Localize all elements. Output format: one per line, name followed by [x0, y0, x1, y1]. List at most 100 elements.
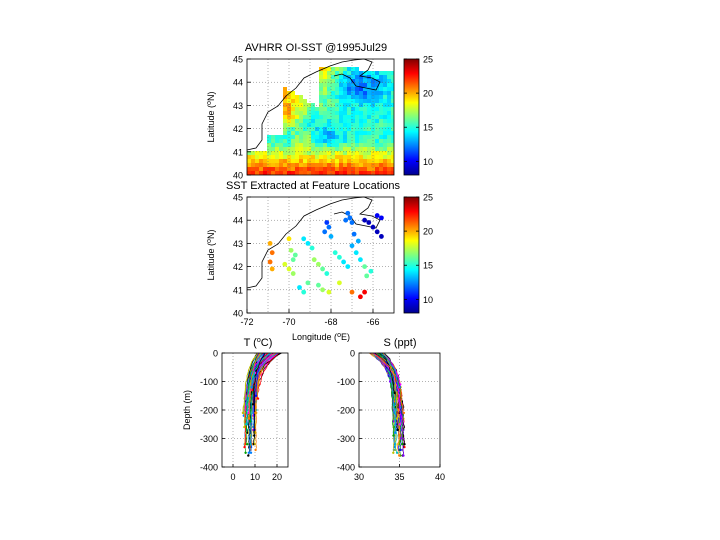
sst-cell [299, 103, 303, 107]
sst-cell [347, 131, 351, 135]
sst-cell [331, 95, 335, 99]
sst-cell [339, 99, 343, 103]
sst-cell [323, 127, 327, 131]
sst-cell [359, 171, 363, 175]
feature-point [328, 234, 334, 239]
feature-point [316, 261, 321, 267]
sst-cell [307, 143, 311, 147]
sst-cell [327, 107, 331, 111]
sst-cell [271, 155, 275, 159]
sst-cell [343, 71, 347, 75]
sst-cell [323, 163, 327, 167]
feature-point [301, 236, 307, 242]
profile-end-point [398, 386, 401, 389]
sst-cell [383, 143, 387, 147]
sst-cell [379, 95, 383, 99]
sst-cell [375, 123, 379, 127]
sst-cell [347, 79, 351, 83]
sst-cell [339, 147, 343, 151]
sst-cell [331, 79, 335, 83]
coastline [246, 58, 381, 151]
feature-point [362, 264, 367, 269]
x-tick-label: 30 [354, 472, 364, 482]
sst-cell [323, 111, 327, 115]
sst-cell [375, 91, 379, 95]
sst-cell [335, 83, 339, 87]
sst-cell [327, 127, 331, 131]
sst-cell [359, 115, 363, 119]
sst-cell [279, 143, 283, 147]
sst-cell [259, 167, 263, 171]
profile-line [252, 353, 266, 405]
sst-cell [359, 143, 363, 147]
sst-cell [331, 107, 335, 111]
sst-cell [327, 79, 331, 83]
sst-cell [307, 131, 311, 135]
sst-cell [267, 147, 271, 151]
sst-cell [351, 115, 355, 119]
sst-cell [351, 155, 355, 159]
sst-cell [391, 115, 394, 119]
sst-cell [291, 127, 295, 131]
sst-cell [275, 151, 279, 155]
sst-cell [371, 107, 375, 111]
sst-cell [287, 155, 291, 159]
sst-cell [363, 167, 367, 171]
y-tick-label: 42 [233, 262, 243, 272]
sst-cell [391, 143, 394, 147]
sst-cell [259, 163, 263, 167]
sst-cell [367, 171, 371, 175]
sst-cell [391, 139, 394, 143]
sst-cell [359, 111, 363, 115]
sst-cell [351, 139, 355, 143]
sst-cell [351, 123, 355, 127]
feature-point [362, 217, 367, 223]
sst-cell [255, 155, 259, 159]
profile-line [255, 353, 273, 451]
feature-point [322, 229, 328, 235]
sst-cell [327, 87, 331, 91]
sst-cell [299, 155, 303, 159]
temperature-xticks: 0 10 20 [230, 464, 282, 482]
sst-cell [391, 155, 394, 159]
sst-cell [379, 111, 383, 115]
sst-cell [379, 151, 383, 155]
sst-cell [319, 103, 323, 107]
sst-cell [283, 119, 287, 123]
sst-cell [343, 79, 347, 83]
sst-cell [359, 119, 363, 123]
sst-cell [391, 91, 394, 95]
sst-cell [335, 67, 339, 71]
sst-cell [319, 115, 323, 119]
sst-cell [339, 139, 343, 143]
colorbar-tick-label: 25 [423, 193, 433, 203]
sst-cell [383, 151, 387, 155]
sst-cell [251, 167, 255, 171]
sst-cell [323, 151, 327, 155]
feature-point [301, 289, 307, 295]
sst-cell [279, 135, 283, 139]
sst-cell [335, 151, 339, 155]
sst-cell [271, 171, 275, 175]
sst-cell [379, 75, 383, 79]
sst-cell [311, 127, 315, 131]
sst-cell [343, 83, 347, 87]
sst-cell [339, 83, 343, 87]
sst-cell [307, 159, 311, 163]
sst-cell [355, 123, 359, 127]
x-tick-label: 0 [230, 472, 235, 482]
salinity-title: S (ppt) [383, 337, 416, 349]
sst-cell [291, 155, 295, 159]
sst-cell [267, 143, 271, 147]
sst-cell [351, 95, 355, 99]
profile-end-point [254, 448, 257, 452]
sst-cell [339, 67, 343, 71]
sst-cell [351, 87, 355, 91]
sst-cell [315, 123, 319, 127]
sst-cell [363, 135, 367, 139]
sst-cell [359, 123, 363, 127]
sst-cell [343, 67, 347, 71]
salinity-profiles [369, 353, 406, 457]
sst-cell [307, 163, 311, 167]
y-tick-label: 40 [233, 309, 243, 319]
